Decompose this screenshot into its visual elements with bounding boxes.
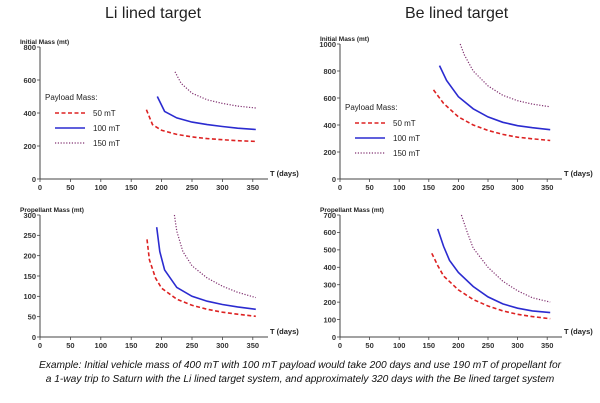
y-tick-label: 250 — [23, 231, 36, 240]
x-tick-label: 300 — [511, 341, 524, 350]
x-tick-label: 50 — [66, 341, 74, 350]
x-axis-title: T (days) — [270, 327, 299, 336]
y-tick-label: 400 — [323, 121, 336, 130]
legend-label: 50 mT — [393, 119, 416, 128]
caption-line-1: Example: Initial vehicle mass of 400 mT … — [38, 360, 562, 371]
y-tick-label: 400 — [323, 263, 336, 272]
legend-label: 50 mT — [93, 109, 116, 118]
x-tick-label: 150 — [423, 183, 436, 192]
y-tick-label: 200 — [323, 298, 336, 307]
x-tick-label: 0 — [38, 341, 42, 350]
y-tick-label: 600 — [323, 94, 336, 103]
x-tick-label: 250 — [186, 183, 199, 192]
y-tick-label: 300 — [23, 211, 36, 220]
li-initial-mass-chart: Initial Mass (mt) 0 200 400 600 800 0 50 100 150 2… — [20, 39, 299, 192]
x-tick-label: 200 — [452, 183, 465, 192]
be-initial-mass-chart: Initial Mass (mt) 0 200 400 600 800 1000 0 50 100… — [319, 36, 593, 192]
x-tick-label: 250 — [186, 341, 199, 350]
x-tick-label: 100 — [95, 341, 108, 350]
x-tick-label: 300 — [216, 341, 229, 350]
x-tick-label: 350 — [541, 183, 554, 192]
series-line-100-mt — [436, 228, 551, 314]
x-axis-title: T (days) — [564, 327, 593, 336]
left-chart-title: Li lined target — [105, 5, 202, 22]
y-axis-title: Initial Mass (mt) — [20, 39, 69, 46]
x-tick-label: 150 — [125, 341, 138, 350]
y-tick-label: 800 — [23, 43, 36, 52]
y-tick-label: 400 — [23, 109, 36, 118]
series-line-50-mt — [146, 239, 256, 318]
x-tick-label: 200 — [452, 341, 465, 350]
y-tick-label: 500 — [323, 246, 336, 255]
series-line-50-mt — [431, 252, 551, 320]
series-line-50-mt — [432, 89, 551, 142]
y-tick-label: 0 — [32, 175, 36, 184]
x-tick-label: 350 — [247, 183, 260, 192]
x-tick-label: 150 — [125, 183, 138, 192]
x-tick-label: 0 — [38, 183, 42, 192]
legend-title: Payload Mass: — [45, 93, 97, 102]
y-tick-label: 200 — [23, 251, 36, 260]
y-tick-label: 0 — [332, 175, 336, 184]
series-line-150-mt — [459, 43, 551, 108]
legend-label: 150 mT — [393, 149, 420, 158]
x-tick-label: 300 — [216, 183, 229, 192]
y-axis-title: Propellant Mass (mt) — [20, 207, 84, 214]
y-tick-label: 300 — [323, 281, 336, 290]
right-chart-title: Be lined target — [405, 5, 509, 22]
series-line-100-mt — [155, 227, 256, 311]
y-tick-label: 700 — [323, 211, 336, 220]
x-axis-title: T (days) — [270, 169, 299, 178]
y-axis-title: Propellant Mass (mt) — [320, 207, 384, 214]
x-tick-label: 350 — [247, 341, 260, 350]
y-tick-label: 200 — [323, 148, 336, 157]
legend-label: 100 mT — [393, 134, 420, 143]
series-line-150-mt — [460, 214, 551, 303]
y-tick-label: 0 — [32, 333, 36, 342]
x-tick-label: 200 — [155, 341, 168, 350]
x-tick-label: 300 — [511, 183, 524, 192]
y-tick-label: 100 — [323, 315, 336, 324]
y-tick-label: 200 — [23, 142, 36, 151]
y-tick-label: 1000 — [319, 40, 336, 49]
x-tick-label: 0 — [338, 183, 342, 192]
y-tick-label: 50 — [28, 312, 36, 321]
y-tick-label: 0 — [332, 333, 336, 342]
x-tick-label: 100 — [393, 183, 406, 192]
legend-title: Payload Mass: — [345, 103, 397, 112]
x-tick-label: 350 — [541, 341, 554, 350]
legend-label: 150 mT — [93, 139, 120, 148]
x-tick-label: 0 — [338, 341, 342, 350]
x-tick-label: 200 — [155, 183, 168, 192]
y-tick-label: 100 — [23, 292, 36, 301]
series-line-100-mt — [156, 96, 256, 131]
x-tick-label: 150 — [423, 341, 436, 350]
x-tick-label: 100 — [95, 183, 108, 192]
x-tick-label: 50 — [365, 341, 373, 350]
caption-line-2: a 1-way trip to Saturn with the Li lined… — [45, 374, 555, 385]
y-tick-label: 150 — [23, 272, 36, 281]
series-line-150-mt — [174, 71, 256, 109]
be-propellant-mass-chart: Propellant Mass (mt)01002003004005006007… — [320, 207, 593, 350]
y-tick-label: 800 — [323, 67, 336, 76]
x-axis-title: T (days) — [564, 169, 593, 178]
li-propellant-mass-chart: Propellant Mass (mt) 0 50 100 150 200 250 300 0 5… — [20, 207, 299, 350]
series-line-100-mt — [438, 65, 551, 131]
y-tick-label: 600 — [323, 228, 336, 237]
x-tick-label: 100 — [393, 341, 406, 350]
series-line-150-mt — [173, 214, 256, 299]
series-line-50-mt — [145, 109, 256, 143]
x-tick-label: 50 — [66, 183, 74, 192]
y-axis-title: Initial Mass (mt) — [320, 36, 369, 43]
x-tick-label: 250 — [482, 183, 495, 192]
x-tick-label: 50 — [365, 183, 373, 192]
y-tick-label: 600 — [23, 76, 36, 85]
legend-label: 100 mT — [93, 124, 120, 133]
x-tick-label: 250 — [482, 341, 495, 350]
